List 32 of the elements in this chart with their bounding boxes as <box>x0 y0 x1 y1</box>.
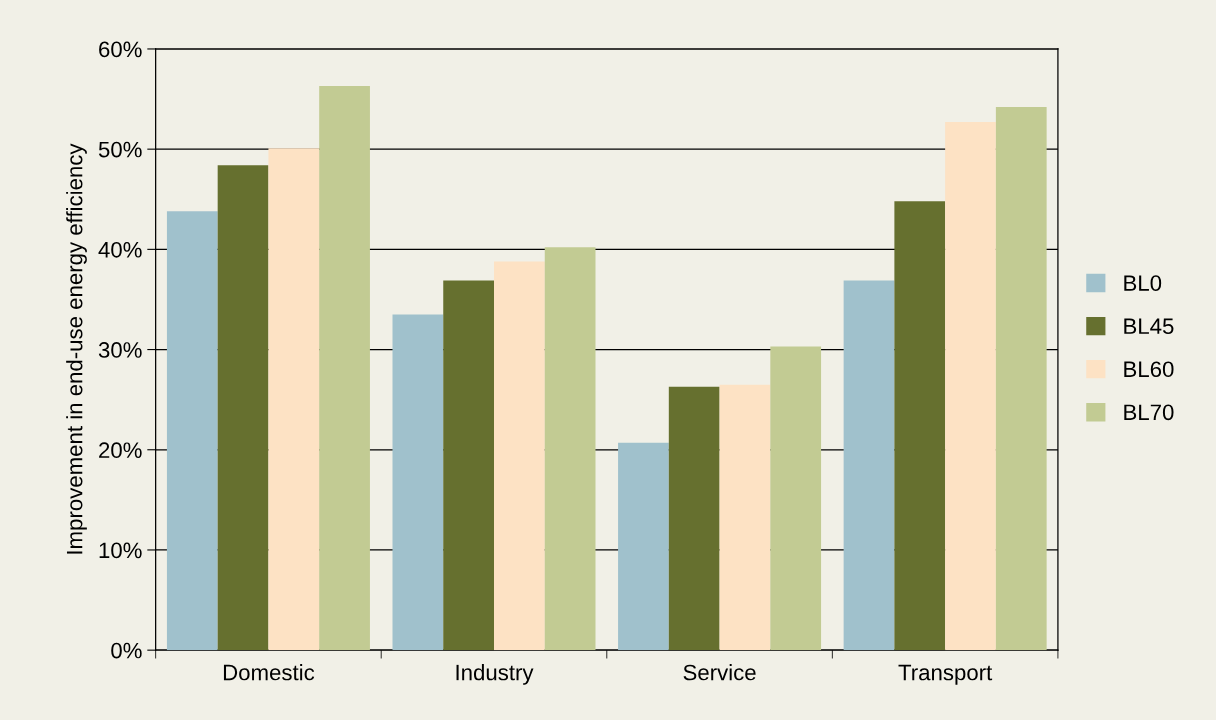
bar <box>268 148 320 651</box>
bar <box>719 384 771 651</box>
bar <box>319 86 370 651</box>
y-axis-title: Improvement in end-use energy efficiency <box>66 143 87 554</box>
x-tick-label: Service <box>683 664 756 681</box>
x-tick-label: Domestic <box>223 664 315 681</box>
bar <box>544 247 596 651</box>
y-tick-label: 50% <box>98 141 142 158</box>
bar <box>945 122 996 651</box>
y-tick-label: 60% <box>99 41 142 58</box>
bar <box>668 386 720 651</box>
bar <box>618 442 669 651</box>
bar <box>443 280 494 651</box>
bar <box>217 165 269 651</box>
x-tick-label: Transport <box>898 664 993 685</box>
y-tick-label: 40% <box>98 241 142 258</box>
bar <box>392 314 444 651</box>
legend-label: BL60 <box>1124 361 1174 378</box>
legend-label: BL45 <box>1124 318 1174 335</box>
bar <box>894 201 946 651</box>
y-tick-label: 30% <box>98 342 142 358</box>
bar <box>995 107 1047 651</box>
legend-label: BL70 <box>1124 404 1174 421</box>
bar <box>166 211 218 651</box>
bar <box>843 280 895 651</box>
bar <box>494 261 545 651</box>
y-tick-label: 0% <box>111 642 142 659</box>
y-tick-label: 20% <box>99 442 142 459</box>
x-tick-label: Industry <box>456 664 534 685</box>
legend-label: BL0 <box>1124 275 1162 291</box>
bar <box>770 346 822 651</box>
y-tick-label: 10% <box>99 542 142 559</box>
